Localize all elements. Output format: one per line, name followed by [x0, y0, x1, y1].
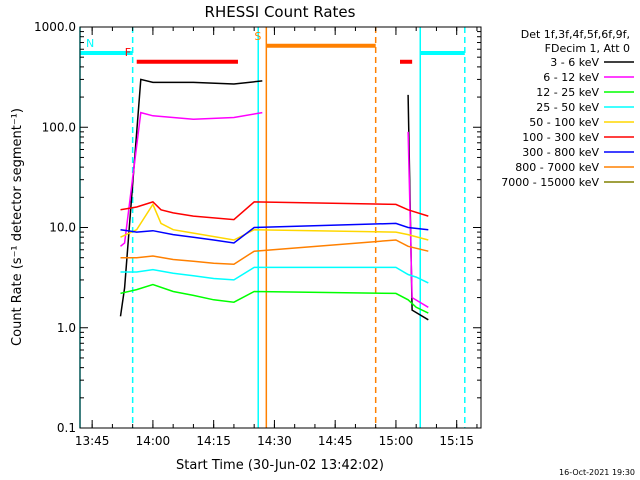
- plot-area: N F S: [79, 27, 466, 428]
- chart-title: RHESSI Count Rates: [205, 3, 356, 21]
- x-tick-label: 14:30: [257, 434, 292, 448]
- legend-entry-label: 25 - 50 keV: [536, 101, 599, 114]
- series-line: [120, 202, 429, 241]
- y-tick-label: 0.1: [57, 421, 76, 435]
- y-tick-label: 1.0: [57, 321, 76, 335]
- legend: Det 1f,3f,4f,5f,6f,9f,FDecim 1, Att 03 -…: [501, 28, 634, 189]
- series-line: [120, 222, 429, 244]
- x-tick-label: 15:15: [439, 434, 474, 448]
- series-line: [407, 131, 429, 308]
- x-tick-label: 14:00: [136, 434, 171, 448]
- flag-label: S: [254, 30, 261, 43]
- flag-label: N: [86, 37, 94, 50]
- series-line: [120, 239, 429, 265]
- legend-header: FDecim 1, Att 0: [545, 42, 630, 55]
- timestamp: 16-Oct-2021 19:30: [559, 468, 635, 477]
- series-line: [120, 111, 263, 247]
- y-tick-label: 1000.0: [34, 20, 76, 34]
- series-line: [119, 78, 263, 317]
- legend-entry-label: 12 - 25 keV: [536, 86, 599, 99]
- legend-header: Det 1f,3f,4f,5f,6f,9f,: [521, 28, 630, 41]
- y-tick-label: 100.0: [42, 120, 76, 134]
- y-axis-label: Count Rate (s⁻¹ detector segment⁻¹): [10, 108, 25, 346]
- x-tick-label: 14:45: [318, 434, 353, 448]
- y-tick-label: 10.0: [49, 221, 76, 235]
- series-line: [120, 283, 429, 314]
- x-tick-label: 14:15: [196, 434, 231, 448]
- legend-entry-label: 800 - 7000 keV: [515, 161, 599, 174]
- legend-entry-label: 7000 - 15000 keV: [501, 176, 599, 189]
- series-line: [120, 266, 429, 284]
- legend-entry-label: 6 - 12 keV: [543, 71, 599, 84]
- legend-entry-label: 50 - 100 keV: [529, 116, 599, 129]
- flag-label: F: [125, 46, 131, 59]
- x-tick-label: 15:00: [379, 434, 414, 448]
- axes: 0.1 1.0 10.0 100.0 1000.0 13:45 14:00 14:15 14:3…: [34, 20, 481, 448]
- series-line: [120, 201, 429, 221]
- legend-entry-label: 3 - 6 keV: [550, 56, 599, 69]
- x-axis-label: Start Time (30-Jun-02 13:42:02): [176, 458, 384, 473]
- legend-entry-label: 100 - 300 keV: [522, 131, 599, 144]
- x-tick-label: 13:45: [75, 434, 110, 448]
- legend-entry-label: 300 - 800 keV: [522, 146, 599, 159]
